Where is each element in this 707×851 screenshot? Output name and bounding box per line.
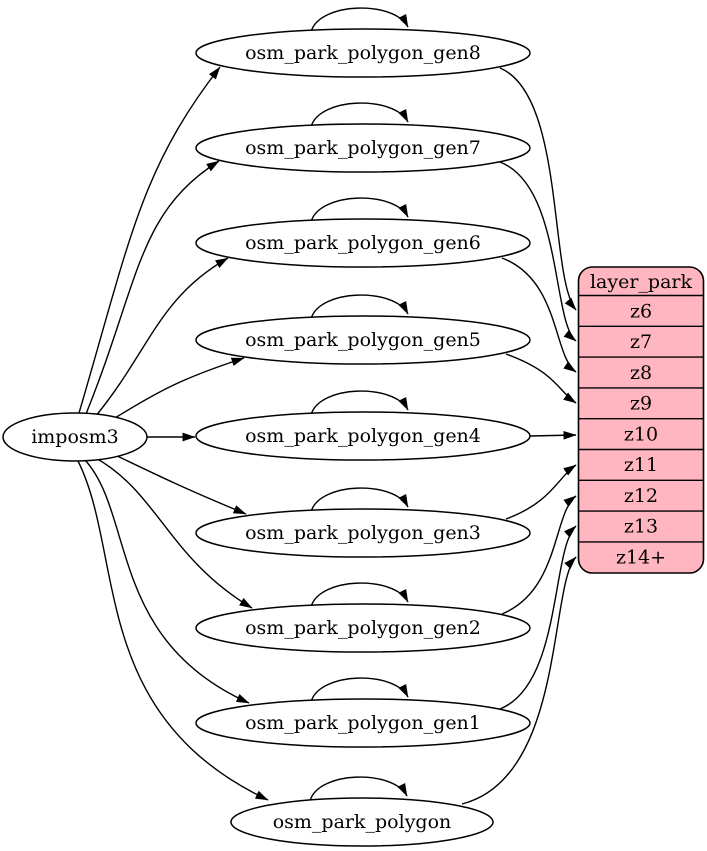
edge-imposm3-gen2 bbox=[93, 456, 253, 609]
node-osm-park-polygon-gen7: osm_park_polygon_gen7 bbox=[195, 123, 531, 173]
selfloop-gen3 bbox=[310, 487, 409, 513]
edge-imposm3-gen5 bbox=[109, 357, 245, 422]
gen2-ellipse bbox=[195, 603, 531, 653]
layer-park-row-dividers bbox=[578, 294, 704, 543]
node-osm-park-polygon-gen3: osm_park_polygon_gen3 bbox=[195, 508, 531, 558]
gen8-ellipse bbox=[195, 28, 531, 78]
node-layer-park: layer_park z6 z7 z8 z9 z10 z11 z12 z13 z… bbox=[577, 266, 705, 574]
edge-gen6-z8 bbox=[501, 257, 577, 373]
zoom-row-label-z9: z9 bbox=[630, 393, 652, 415]
edge-gen5-z9 bbox=[505, 353, 577, 404]
selfloop-polygon bbox=[309, 776, 408, 802]
node-osm-park-polygon-gen4: osm_park_polygon_gen4 bbox=[195, 411, 531, 461]
zoom-row-label-z6: z6 bbox=[630, 301, 652, 323]
node-osm-park-polygon-gen5: osm_park_polygon_gen5 bbox=[195, 315, 531, 365]
gen6-ellipse bbox=[195, 218, 531, 268]
gen7-ellipse bbox=[195, 123, 531, 173]
node-imposm3: imposm3 bbox=[2, 412, 148, 462]
edge-gen3-z11 bbox=[505, 464, 577, 520]
layer-park-title: layer_park bbox=[590, 271, 693, 293]
selfloop-gen4 bbox=[310, 390, 409, 416]
selfloop-gen1 bbox=[310, 677, 409, 703]
layer-park-body bbox=[577, 266, 705, 574]
node-label: osm_park_polygon_gen6 bbox=[245, 232, 481, 254]
zoom-row-label-z7: z7 bbox=[630, 331, 652, 353]
node-label: osm_park_polygon_gen5 bbox=[245, 329, 481, 351]
zoom-row-label-z8: z8 bbox=[630, 362, 652, 384]
node-label: imposm3 bbox=[31, 426, 119, 448]
node-label: osm_park_polygon_gen3 bbox=[245, 522, 481, 544]
gen1-ellipse bbox=[195, 698, 531, 748]
node-osm-park-polygon: osm_park_polygon bbox=[230, 797, 494, 847]
edge-gen1-z13 bbox=[499, 525, 577, 710]
edge-imposm3-polygon bbox=[77, 460, 269, 801]
edge-imposm3-gen3 bbox=[110, 452, 247, 515]
gen3-ellipse bbox=[195, 508, 531, 558]
edge-gen4-z10 bbox=[529, 430, 577, 440]
selfloop-gen7 bbox=[310, 102, 409, 128]
zoom-row-label-z14plus: z14+ bbox=[616, 547, 666, 569]
selfloop-gen6 bbox=[310, 197, 409, 223]
node-label: osm_park_polygon_gen1 bbox=[245, 712, 481, 734]
node-label: osm_park_polygon bbox=[273, 811, 452, 833]
edges-tables-to-layer bbox=[461, 67, 577, 805]
node-osm-park-polygon-gen6: osm_park_polygon_gen6 bbox=[195, 218, 531, 268]
selfloop-gen2 bbox=[310, 582, 409, 608]
edges-imposm3-to-tables bbox=[77, 66, 269, 801]
zoom-row-label-z10: z10 bbox=[624, 424, 658, 446]
self-loops bbox=[309, 7, 409, 802]
node-label: osm_park_polygon_gen7 bbox=[245, 137, 481, 159]
edge-imposm3-gen7 bbox=[85, 160, 220, 415]
edge-imposm3-gen1 bbox=[84, 459, 250, 704]
selfloop-gen5 bbox=[310, 294, 409, 320]
node-label: osm_park_polygon_gen2 bbox=[245, 617, 481, 639]
imposm3-ellipse bbox=[2, 412, 148, 462]
node-label: osm_park_polygon_gen4 bbox=[245, 425, 481, 447]
polygon-ellipse bbox=[230, 797, 494, 847]
edge-gen2-z12 bbox=[501, 495, 577, 615]
edge-imposm3-gen6 bbox=[94, 257, 229, 418]
node-osm-park-polygon-gen2: osm_park_polygon_gen2 bbox=[195, 603, 531, 653]
edge-imposm3-gen8 bbox=[78, 66, 221, 414]
selfloop-gen8 bbox=[310, 7, 409, 33]
edge-gen7-z7 bbox=[499, 161, 577, 342]
node-osm-park-polygon-gen1: osm_park_polygon_gen1 bbox=[195, 698, 531, 748]
node-label: osm_park_polygon_gen8 bbox=[245, 42, 481, 64]
node-osm-park-polygon-gen8: osm_park_polygon_gen8 bbox=[195, 28, 531, 78]
zoom-row-label-z13: z13 bbox=[624, 516, 658, 538]
gen4-ellipse bbox=[195, 411, 531, 461]
edge-polygon-z14 bbox=[461, 556, 577, 805]
gen5-ellipse bbox=[195, 315, 531, 365]
zoom-row-label-z11: z11 bbox=[624, 454, 658, 476]
zoom-row-label-z12: z12 bbox=[624, 485, 658, 507]
edge-gen8-z6 bbox=[499, 67, 577, 311]
